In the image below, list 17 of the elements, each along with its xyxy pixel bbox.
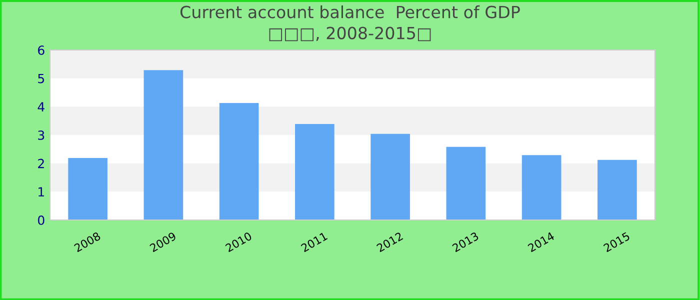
y-tick-label: 1 (38, 187, 44, 196)
y-tick-label: 2 (38, 158, 44, 168)
bar (68, 158, 108, 220)
bar (446, 146, 486, 220)
y-tick-label: 4 (38, 102, 44, 112)
bar (370, 134, 410, 220)
bar (295, 124, 334, 220)
chart-title: Current account balance Percent of GDP (180, 5, 520, 18)
bar (598, 160, 637, 220)
bar (219, 102, 259, 220)
bar (522, 155, 562, 220)
y-tick-label: 6 (38, 45, 44, 55)
y-tick-label: 0 (38, 215, 44, 225)
y-tick-label: 3 (38, 130, 44, 140)
chart-subtitle: □□□, 2008-2015□ (269, 26, 431, 42)
bar (144, 70, 184, 220)
y-tick-label: 5 (38, 74, 44, 84)
